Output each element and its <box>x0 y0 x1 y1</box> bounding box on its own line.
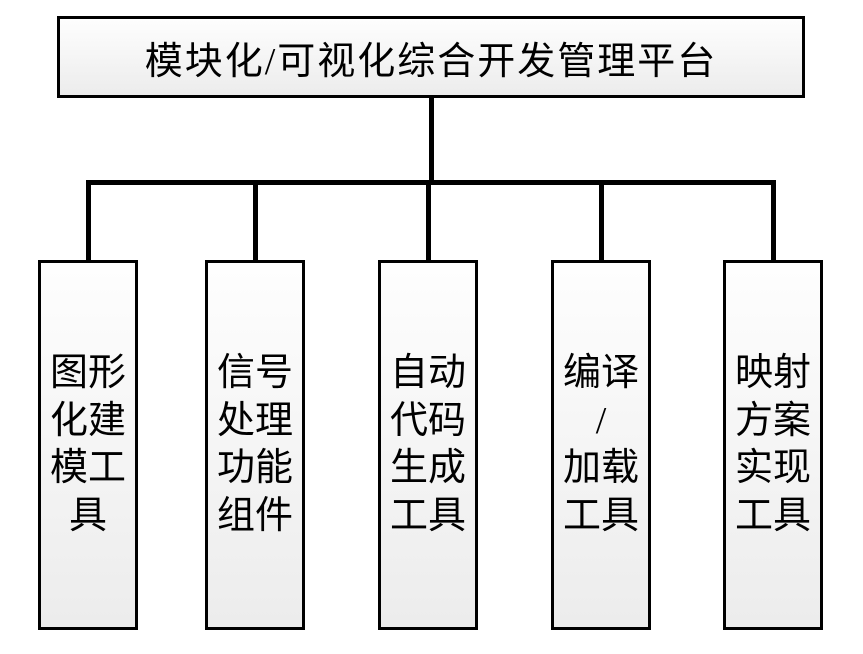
child-node-c5: 映射方案实现工具 <box>723 260 823 630</box>
child-node-c4: 编译/加载工具 <box>551 260 651 630</box>
connector-segment <box>771 180 776 260</box>
diagram-canvas: 模块化/可视化综合开发管理平台 图形化建模工具 信号处理功能组件 自动代码生成工具 编… <box>0 0 863 654</box>
child-node-label: 映射方案实现工具 <box>735 350 811 540</box>
child-node-c1: 图形化建模工具 <box>38 260 138 630</box>
child-node-label: 信号处理功能组件 <box>217 350 293 540</box>
root-node: 模块化/可视化综合开发管理平台 <box>57 16 805 98</box>
connector-segment <box>599 180 604 260</box>
connector-segment <box>426 180 431 260</box>
connector-segment <box>86 180 91 260</box>
root-node-label: 模块化/可视化综合开发管理平台 <box>145 30 718 85</box>
child-node-label: 编译/加载工具 <box>563 350 639 540</box>
child-node-label: 自动代码生成工具 <box>390 350 466 540</box>
child-node-c3: 自动代码生成工具 <box>378 260 478 630</box>
connector-segment <box>253 180 258 260</box>
connector-segment <box>86 180 776 185</box>
child-node-label: 图形化建模工具 <box>50 350 126 540</box>
connector-segment <box>429 98 434 185</box>
child-node-c2: 信号处理功能组件 <box>205 260 305 630</box>
